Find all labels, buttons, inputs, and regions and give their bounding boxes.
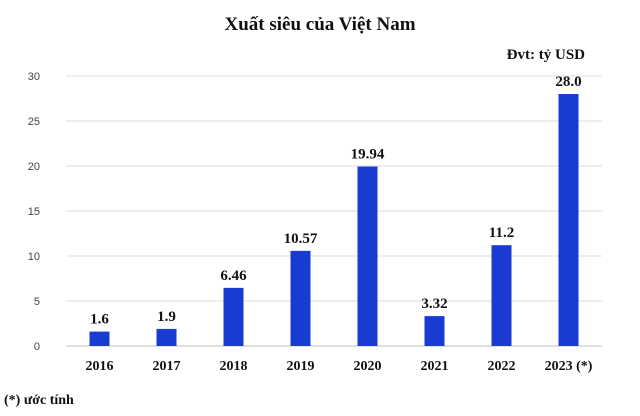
x-tick-label: 2017 — [153, 359, 181, 374]
x-tick-label: 2018 — [220, 359, 248, 374]
y-tick-label: 0 — [34, 341, 40, 353]
y-tick-label: 30 — [28, 71, 40, 83]
data-label: 1.6 — [90, 312, 109, 328]
bar — [89, 331, 110, 346]
data-label: 3.32 — [421, 296, 447, 312]
chart-title: Xuất siêu của Việt Nam — [224, 14, 415, 35]
bar — [223, 287, 244, 346]
y-tick-label: 20 — [28, 161, 40, 173]
data-label: 1.9 — [157, 309, 176, 325]
x-tick-label: 2022 — [488, 359, 516, 374]
bar — [156, 328, 177, 346]
y-tick-label: 15 — [28, 206, 40, 218]
bar — [491, 245, 512, 346]
data-label: 10.57 — [284, 231, 318, 247]
y-tick-label: 25 — [28, 116, 40, 128]
unit-label: Đvt: tỷ USD — [507, 47, 585, 63]
x-tick-label: 2020 — [354, 359, 382, 374]
y-tick-label: 5 — [34, 296, 40, 308]
y-tick-label: 10 — [28, 251, 40, 263]
data-label: 28.0 — [555, 74, 581, 90]
bar — [357, 166, 378, 346]
bar — [558, 94, 579, 346]
x-axis-ticks: 2016 2017 2018 2019 2020 2021 2022 2023 (*) — [86, 359, 593, 374]
y-axis-ticks: 0 5 10 15 20 25 30 — [28, 71, 40, 353]
bar — [424, 316, 445, 346]
x-tick-label: 2016 — [86, 359, 114, 374]
x-tick-label: 2021 — [421, 359, 449, 374]
footnote: (*) ước tính — [4, 393, 74, 408]
data-label: 6.46 — [220, 268, 247, 284]
x-tick-label: 2023 (*) — [545, 359, 593, 374]
bar — [290, 250, 311, 346]
data-label: 11.2 — [489, 225, 514, 241]
data-label: 19.94 — [351, 147, 385, 163]
bars — [89, 94, 579, 346]
data-labels: 1.6 1.9 6.46 10.57 19.94 3.32 11.2 28.0 — [90, 74, 582, 328]
x-tick-label: 2019 — [287, 359, 315, 374]
gridlines — [66, 75, 602, 347]
